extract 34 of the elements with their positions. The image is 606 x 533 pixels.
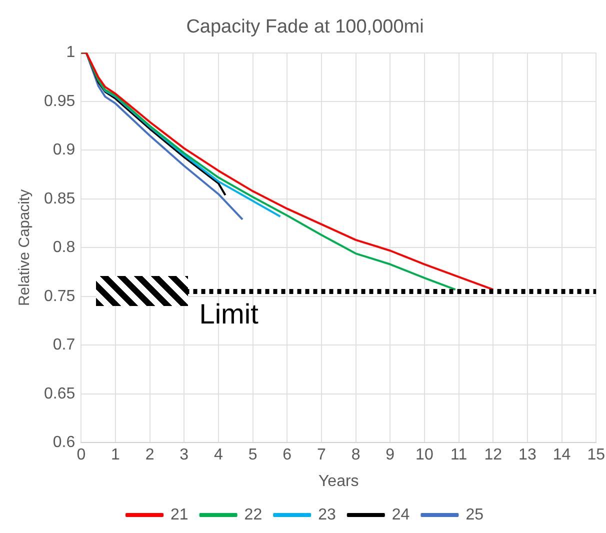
y-tick-label: 0.8: [52, 239, 76, 256]
x-tick-label: 10: [416, 446, 434, 464]
x-tick-label: 9: [386, 446, 395, 464]
y-tick-label: 0.6: [52, 434, 76, 452]
x-tick-label: 4: [214, 446, 224, 464]
x-tick-label: 11: [450, 446, 468, 464]
x-tick-label: 8: [351, 446, 360, 464]
ref-line-label: Limit: [199, 298, 259, 330]
chart-title: Capacity Fade at 100,000mi: [186, 16, 424, 38]
x-tick-label: 6: [282, 446, 292, 464]
legend-label: 23: [318, 506, 336, 524]
y-tick-label: 0.65: [44, 385, 76, 402]
y-tick-label: 0.95: [44, 92, 76, 110]
y-axis-title: Relative Capacity: [16, 188, 34, 306]
x-tick-label: 14: [552, 446, 571, 464]
x-tick-label: 15: [587, 446, 606, 464]
x-tick-label: 3: [180, 446, 189, 464]
x-tick-label: 12: [484, 446, 502, 464]
y-tick-label: 1: [66, 44, 76, 62]
legend-label: 22: [244, 506, 262, 524]
x-tick-label: 5: [248, 446, 258, 464]
x-tick-label: 0: [76, 446, 86, 464]
legend-label: 24: [392, 506, 410, 524]
x-tick-label: 7: [317, 446, 326, 464]
x-axis-title: Years: [318, 472, 359, 490]
legend-label: 21: [170, 506, 188, 524]
y-tick-label: 0.9: [52, 142, 76, 159]
legend-label: 25: [466, 506, 484, 524]
x-tick-label: 13: [518, 446, 536, 464]
y-tick-label: 0.85: [44, 190, 76, 208]
x-tick-label: 2: [145, 446, 154, 464]
x-tick-label: 1: [111, 446, 120, 464]
y-tick-label: 0.75: [44, 288, 76, 305]
y-tick-label: 0.7: [52, 336, 76, 354]
